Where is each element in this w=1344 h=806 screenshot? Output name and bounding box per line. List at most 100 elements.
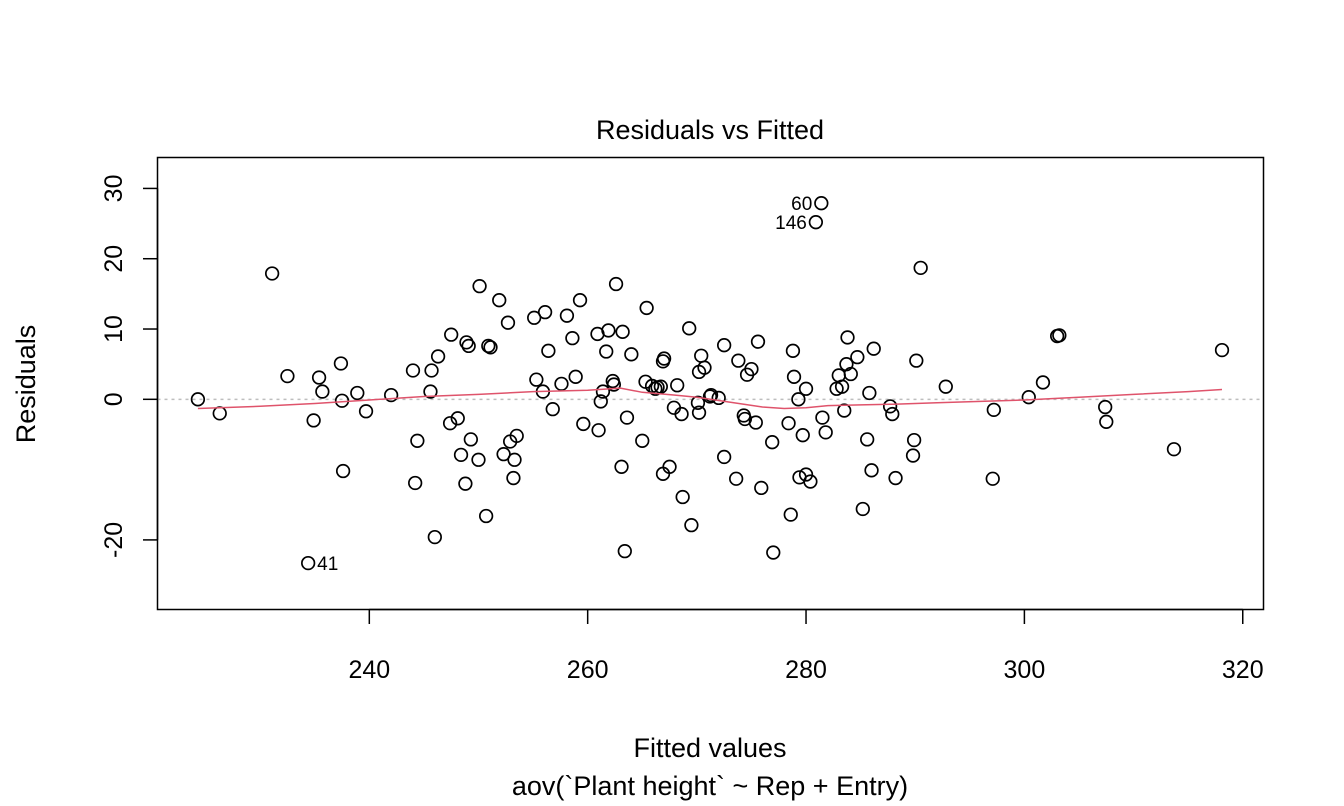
data-point [471, 452, 486, 467]
data-point [306, 413, 321, 428]
data-point [674, 406, 689, 422]
data-point [565, 331, 580, 346]
x-axis: 240 260 280 300 320 [348, 608, 1264, 684]
data-point [614, 459, 629, 474]
x-tick-label: 240 [348, 656, 390, 684]
data-point [442, 416, 458, 431]
data-point [888, 470, 903, 486]
data-point [619, 410, 635, 425]
data-point [606, 377, 622, 392]
data-point [617, 544, 632, 559]
data-point [430, 349, 446, 364]
data-point [815, 410, 830, 425]
data-point [906, 432, 922, 448]
data-point [644, 378, 660, 394]
data-point [765, 435, 780, 450]
data-point [458, 476, 473, 491]
data-point [1099, 414, 1114, 429]
point-label: 146 [775, 213, 807, 234]
data-point [662, 459, 677, 474]
data-point [408, 475, 423, 491]
data-point [694, 348, 709, 363]
data-point [670, 378, 685, 393]
data-point [781, 416, 796, 431]
data-point [913, 260, 928, 276]
data-point [608, 276, 624, 292]
data-point [463, 432, 478, 447]
data-point [785, 343, 801, 358]
data-point [834, 379, 850, 394]
points-layer [190, 196, 1230, 571]
data-point [1214, 342, 1230, 358]
data-point [803, 474, 818, 489]
data-point [855, 501, 870, 517]
data-point [986, 402, 1001, 418]
data-point [301, 555, 316, 571]
data-point [1052, 328, 1067, 343]
data-point [410, 433, 425, 448]
data-point [750, 334, 766, 349]
data-point [711, 390, 726, 406]
data-point [791, 392, 806, 407]
y-tick-label: 20 [100, 245, 128, 273]
data-point [653, 379, 668, 394]
data-point [748, 415, 763, 430]
data-point [358, 404, 374, 419]
data-point [798, 467, 814, 482]
data-point [507, 452, 522, 467]
data-point [703, 387, 719, 403]
data-point [472, 278, 487, 294]
data-point [424, 363, 439, 378]
data-point [635, 433, 650, 448]
point-label: 41 [317, 554, 338, 575]
data-point [427, 529, 442, 545]
data-point [212, 406, 227, 421]
data-point [450, 411, 465, 426]
data-point [754, 480, 769, 496]
data-point [697, 360, 712, 375]
data-point [335, 463, 351, 479]
y-tick-label: 30 [100, 175, 128, 203]
data-point [814, 196, 829, 211]
x-tick-label: 280 [785, 656, 827, 684]
y-axis-title: Residuals [11, 325, 41, 444]
data-point [850, 349, 865, 365]
data-point [985, 471, 1000, 486]
data-point [264, 266, 280, 281]
data-point [656, 351, 672, 366]
data-point [315, 384, 330, 399]
data-point [684, 517, 699, 533]
data-point [461, 338, 476, 354]
data-point [333, 356, 349, 371]
data-point [478, 508, 494, 524]
data-point [444, 327, 459, 342]
data-point [938, 379, 953, 394]
data-point [496, 446, 511, 462]
data-point [905, 448, 921, 463]
data-point [601, 323, 616, 338]
data-point [190, 392, 206, 407]
data-point [423, 384, 438, 399]
smooth-line [197, 387, 1223, 410]
data-point [506, 470, 521, 486]
data-point [568, 369, 583, 384]
data-point [624, 347, 639, 362]
data-point [862, 385, 877, 401]
data-point [744, 361, 759, 377]
data-point [882, 399, 898, 414]
data-point [1166, 442, 1182, 457]
data-point [527, 310, 542, 325]
y-tick-label: -20 [100, 522, 128, 558]
data-point [500, 315, 516, 330]
data-point [716, 338, 732, 353]
data-point [459, 335, 474, 350]
chart-title: Residuals vs Fitted [596, 115, 824, 145]
data-point [615, 324, 630, 339]
data-point [1098, 399, 1113, 415]
data-point [537, 305, 553, 320]
data-point [808, 215, 824, 230]
y-axis: -20 0 10 20 30 [100, 175, 159, 558]
x-axis-subtitle: aov(`Plant height` ~ Rep + Entry) [512, 771, 908, 801]
data-point [383, 387, 399, 403]
plot-box [156, 156, 1265, 611]
